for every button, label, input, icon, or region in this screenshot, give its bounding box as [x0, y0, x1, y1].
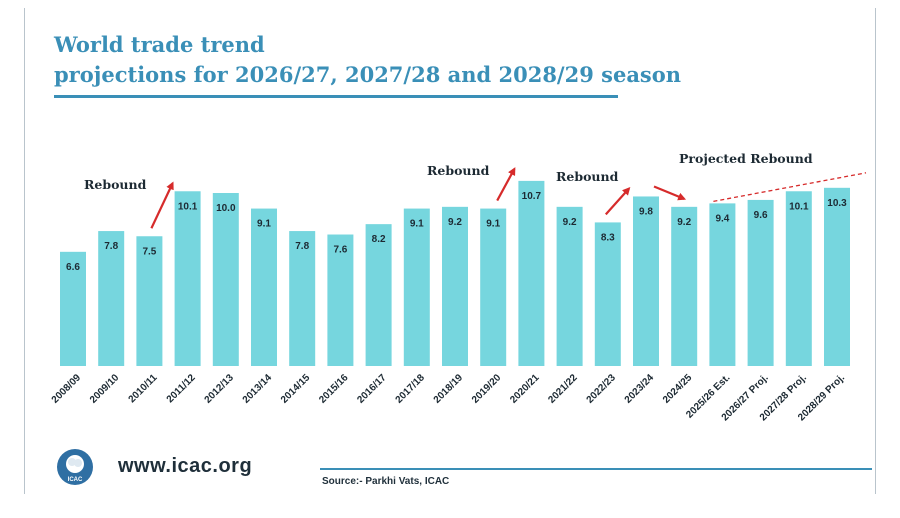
bar-2013/14: [251, 208, 277, 366]
rebound-arrow: [653, 185, 687, 201]
value-label: 7.5: [142, 246, 156, 257]
value-label: 9.8: [639, 206, 653, 217]
title-line-2: projections for 2026/27, 2027/28 and 202…: [54, 62, 682, 87]
bars-layer: [60, 180, 850, 366]
value-label: 9.4: [715, 213, 729, 224]
bar-2020/21: [518, 180, 545, 366]
bar-2015/16: [327, 234, 354, 366]
bar-2018/19: [442, 206, 468, 366]
x-tick-label: 2019/20: [470, 372, 504, 406]
projected-trend-line: [713, 172, 867, 203]
x-tick-label: 2013/14: [241, 372, 275, 406]
website-link[interactable]: www.icac.org: [118, 455, 253, 477]
source-rule: [320, 468, 872, 470]
slide-border: [24, 8, 876, 494]
bar-2017/18: [403, 208, 430, 366]
x-tick-label: 2022/23: [585, 372, 619, 406]
chart-title: World trade trend projections for 2026/2…: [54, 30, 681, 90]
bar-2024/25: [671, 206, 698, 366]
value-label: 7.8: [295, 241, 309, 252]
value-label: 7.6: [333, 245, 347, 256]
value-label: 9.1: [257, 219, 271, 230]
value-label: 8.2: [372, 234, 386, 245]
icac-logo-icon: ICAC: [57, 449, 93, 485]
rebound-arrow: [604, 186, 631, 216]
title-underline: [54, 95, 618, 98]
bar-2023/24: [633, 196, 659, 366]
value-label: 9.2: [677, 217, 691, 228]
value-label: 9.1: [410, 219, 424, 230]
value-label: 7.8: [104, 241, 118, 252]
title-line-1: World trade trend: [54, 32, 265, 57]
x-tick-label: 2009/10: [88, 372, 122, 406]
x-tick-label: 2008/09: [50, 372, 84, 406]
bar-2021/22: [556, 206, 583, 366]
value-label: 9.2: [448, 217, 462, 228]
bar-2014/15: [289, 231, 316, 366]
value-label: 10.3: [827, 198, 847, 209]
value-label: 10.1: [789, 201, 809, 212]
x-tick-label: 2020/21: [508, 372, 542, 406]
x-tick-label: 2018/19: [432, 372, 466, 406]
bar-2012/13: [212, 193, 239, 366]
x-tick-label: 2023/24: [623, 372, 657, 406]
rebound-label: Rebound: [427, 163, 490, 178]
annotations-layer: Rebound Rebound Rebound Projected Rebound: [84, 151, 867, 229]
x-tick-label: 2015/16: [317, 372, 351, 406]
rebound-label: Rebound: [556, 169, 619, 184]
bar-2019/20: [480, 208, 507, 366]
value-label: 9.6: [754, 210, 768, 221]
x-tick-label: 2016/17: [355, 372, 389, 406]
bar-2027/28 Proj.: [785, 191, 812, 366]
x-tick-label: 2010/11: [127, 372, 160, 405]
bar-2016/17: [365, 224, 392, 366]
tick-labels-layer: 2008/09 2009/10 2010/11 2011/12 2012/13 2013/…: [50, 372, 847, 423]
projected-rebound-label: Projected Rebound: [679, 151, 813, 166]
value-label: 9.2: [563, 217, 577, 228]
rebound-label: Rebound: [84, 177, 147, 192]
bar-2009/10: [98, 231, 125, 366]
value-label: 10.1: [178, 201, 198, 212]
bar-2011/12: [174, 191, 201, 366]
value-label: 10.0: [216, 203, 236, 214]
bar-2022/23: [594, 222, 621, 366]
x-tick-label: 2024/25: [661, 372, 695, 406]
x-tick-label: 2017/18: [394, 372, 428, 406]
x-tick-label: 2012/13: [203, 372, 237, 406]
source-text: Source:- Parkhi Vats, ICAC: [322, 476, 450, 487]
icac-logo: ICAC: [56, 448, 94, 486]
x-tick-label: 2014/15: [279, 372, 313, 406]
value-label: 6.6: [66, 262, 80, 273]
bar-2026/27 Proj.: [747, 199, 774, 366]
value-label: 9.1: [486, 219, 500, 230]
logo-text: ICAC: [68, 477, 83, 483]
rebound-arrow: [150, 181, 174, 229]
bar-2028/29 Proj.: [824, 187, 850, 366]
x-tick-label: 2011/12: [165, 372, 198, 405]
value-label: 8.3: [601, 232, 615, 243]
rebound-arrow: [496, 167, 516, 202]
x-tick-label: 2021/22: [546, 372, 580, 406]
value-labels-layer: 6.6 7.8 7.5 10.1 10.0 9.1 7.8 7.6 8.2 9.1 9.2 9.1 10…: [66, 191, 847, 273]
bar-2025/26 Est.: [709, 203, 736, 366]
bar-2010/11: [136, 236, 163, 366]
value-label: 10.7: [522, 191, 542, 202]
bar-2008/09: [60, 251, 86, 366]
